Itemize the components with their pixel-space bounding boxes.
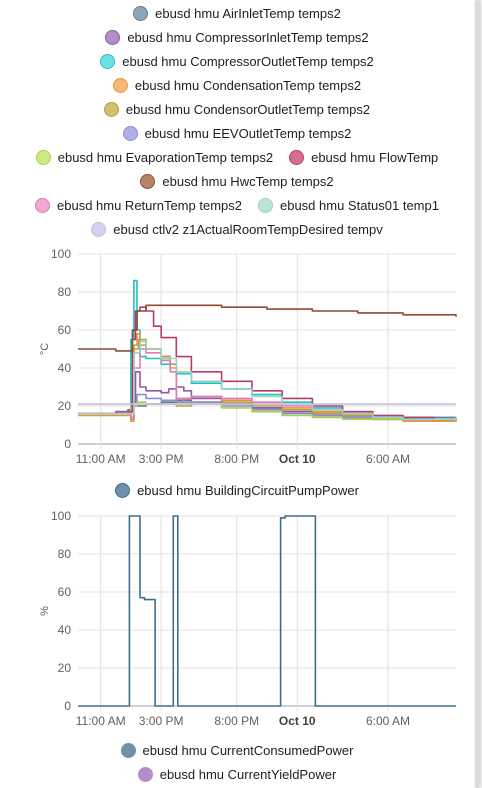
x-tick-label: 3:00 PM — [139, 714, 184, 728]
legend-label: ebusd hmu CurrentConsumedPower — [142, 743, 354, 758]
legend-row: ebusd hmu CurrentYieldPower — [0, 767, 474, 782]
legend-swatch-icon — [105, 30, 121, 45]
legend-row: ebusd ctlv2 z1ActualRoomTempDesired temp… — [0, 222, 474, 237]
legend-item-ebusd-hmu-airinlettemp-temps2[interactable]: ebusd hmu AirInletTemp temps2 — [133, 6, 341, 21]
series-line-ebusd-hmu-buildingcircuitpumppower — [78, 515, 456, 707]
legend-item-ebusd-hmu-condensoroutlettemp-temps2[interactable]: ebusd hmu CondensorOutletTemp temps2 — [103, 102, 371, 117]
legend-item-ebusd-ctlv2-z1actualroomtempdesired-tempv[interactable]: ebusd ctlv2 z1ActualRoomTempDesired temp… — [91, 222, 383, 237]
legend-item-ebusd-hmu-evaporationtemp-temps2[interactable]: ebusd hmu EvaporationTemp temps2 — [35, 150, 274, 165]
y-tick-label: 100 — [51, 509, 71, 523]
y-axis-label: % — [39, 606, 51, 616]
legend-swatch-icon — [100, 54, 116, 69]
y-tick-label: 100 — [51, 247, 71, 261]
legend-label: ebusd hmu CurrentYieldPower — [159, 767, 337, 782]
y-tick-label: 60 — [58, 585, 72, 599]
legend-row: ebusd hmu CompressorInletTemp temps2 — [0, 30, 474, 45]
x-tick-label: 6:00 AM — [366, 452, 410, 466]
temperature-chart: 0 20 40 60 80 100 11:00 AM 3:00 PM 8:00 PM Oct 10… — [39, 247, 457, 466]
legend-label: ebusd hmu AirInletTemp temps2 — [155, 6, 341, 21]
legend-label: ebusd hmu Status01 temp1 — [279, 198, 439, 213]
x-tick-label: 3:00 PM — [139, 452, 184, 466]
x-tick-label: 8:00 PM — [214, 452, 259, 466]
legend-label: ebusd ctlv2 z1ActualRoomTempDesired temp… — [113, 222, 383, 237]
legend-label: ebusd hmu CompressorOutletTemp temps2 — [122, 54, 374, 69]
y-tick-label: 80 — [58, 547, 72, 561]
y-tick-label: 20 — [58, 661, 72, 675]
legend-item-ebusd-hmu-currentconsumedpower[interactable]: ebusd hmu CurrentConsumedPower — [120, 743, 354, 758]
legend-item-ebusd-hmu-hwctemp-temps2[interactable]: ebusd hmu HwcTemp temps2 — [140, 174, 334, 189]
legend-row: ebusd hmu BuildingCircuitPumpPower — [0, 483, 474, 498]
legend-swatch-icon — [133, 6, 149, 21]
series-line-ebusd-hmu-status01-temp1 — [78, 340, 457, 421]
legend-swatch-icon — [257, 198, 273, 213]
legend-label: ebusd hmu CondensationTemp temps2 — [134, 78, 362, 93]
y-tick-label: 0 — [64, 699, 71, 713]
y-tick-label: 40 — [58, 361, 72, 375]
legend-row: ebusd hmu EvaporationTemp temps2 ebusd hm… — [0, 150, 474, 165]
legend-item-ebusd-hmu-flowtemp[interactable]: ebusd hmu FlowTemp — [289, 150, 438, 165]
legend-item-ebusd-hmu-status01-temp1[interactable]: ebusd hmu Status01 temp1 — [257, 198, 439, 213]
legend-row: ebusd hmu AirInletTemp temps2 — [0, 6, 474, 21]
legend-item-ebusd-hmu-compressorinlettemp-temps2[interactable]: ebusd hmu CompressorInletTemp temps2 — [105, 30, 369, 45]
x-tick-label: 11:00 AM — [76, 714, 126, 728]
y-tick-label: 80 — [58, 285, 72, 299]
legend-row: ebusd hmu HwcTemp temps2 — [0, 174, 474, 189]
x-tick-label: 8:00 PM — [214, 714, 259, 728]
pump-power-chart: 0 20 40 60 80 100 11:00 AM 3:00 PM 8:00 PM Oct 10… — [39, 509, 456, 728]
legend-swatch-icon — [103, 102, 119, 117]
scrollbar-track[interactable] — [474, 0, 482, 788]
legend-swatch-icon — [122, 126, 138, 141]
legend-label: ebusd hmu HwcTemp temps2 — [162, 174, 334, 189]
legend-label: ebusd hmu CompressorInletTemp temps2 — [127, 30, 369, 45]
legend-label: ebusd hmu FlowTemp — [311, 150, 439, 165]
legend-row: ebusd hmu ReturnTemp temps2 ebusd hmu Sta… — [0, 198, 474, 213]
legend-row: ebusd hmu CompressorOutletTemp temps2 — [0, 54, 474, 69]
legend-row: ebusd hmu CondensationTemp temps2 — [0, 78, 474, 93]
x-tick-label: 11:00 AM — [76, 452, 126, 466]
legend-item-ebusd-hmu-eevoutlettemp-temps2[interactable]: ebusd hmu EEVOutletTemp temps2 — [122, 126, 352, 141]
y-tick-label: 40 — [58, 623, 72, 637]
legend-swatch-icon — [120, 743, 136, 758]
legend-item-ebusd-hmu-compressoroutlettemp-temps2[interactable]: ebusd hmu CompressorOutletTemp temps2 — [100, 54, 374, 69]
scrollbar-thumb[interactable] — [475, 0, 481, 788]
legend-swatch-icon — [289, 150, 305, 165]
legend-label: ebusd hmu EEVOutletTemp temps2 — [144, 126, 352, 141]
legend-swatch-icon — [91, 222, 107, 237]
legend-item-ebusd-hmu-condensationtemp-temps2[interactable]: ebusd hmu CondensationTemp temps2 — [112, 78, 362, 93]
legend-item-ebusd-hmu-buildingcircuitpumppower[interactable]: ebusd hmu BuildingCircuitPumpPower — [115, 483, 359, 498]
legend-item-ebusd-hmu-currentyieldpower[interactable]: ebusd hmu CurrentYieldPower — [137, 767, 337, 782]
y-axis-label: °C — [39, 343, 51, 355]
legend-label: ebusd hmu ReturnTemp temps2 — [57, 198, 242, 213]
legend-swatch-icon — [112, 78, 128, 93]
legend-label: ebusd hmu EvaporationTemp temps2 — [57, 150, 274, 165]
legend-row: ebusd hmu CondensorOutletTemp temps2 — [0, 102, 474, 117]
legend-swatch-icon — [35, 198, 50, 213]
series-line-ebusd-hmu-hwctemp-temps2 — [78, 304, 457, 352]
legend-item-ebusd-hmu-returntemp-temps2[interactable]: ebusd hmu ReturnTemp temps2 — [35, 198, 242, 213]
legend-swatch-icon — [35, 150, 51, 165]
x-tick-label: 6:00 AM — [366, 714, 410, 728]
y-tick-label: 20 — [58, 399, 72, 413]
x-tick-label: Oct 10 — [279, 452, 316, 466]
legend-row: ebusd hmu CurrentConsumedPower — [0, 743, 474, 758]
legend-swatch-icon — [140, 174, 156, 189]
legend-label: ebusd hmu CondensorOutletTemp temps2 — [125, 102, 371, 117]
legend-row: ebusd hmu EEVOutletTemp temps2 — [0, 126, 474, 141]
legend-swatch-icon — [137, 767, 153, 782]
x-tick-label: Oct 10 — [279, 714, 316, 728]
legend-swatch-icon — [115, 483, 131, 498]
y-tick-label: 60 — [58, 323, 72, 337]
y-tick-label: 0 — [64, 437, 71, 451]
legend-label: ebusd hmu BuildingCircuitPumpPower — [137, 483, 359, 498]
